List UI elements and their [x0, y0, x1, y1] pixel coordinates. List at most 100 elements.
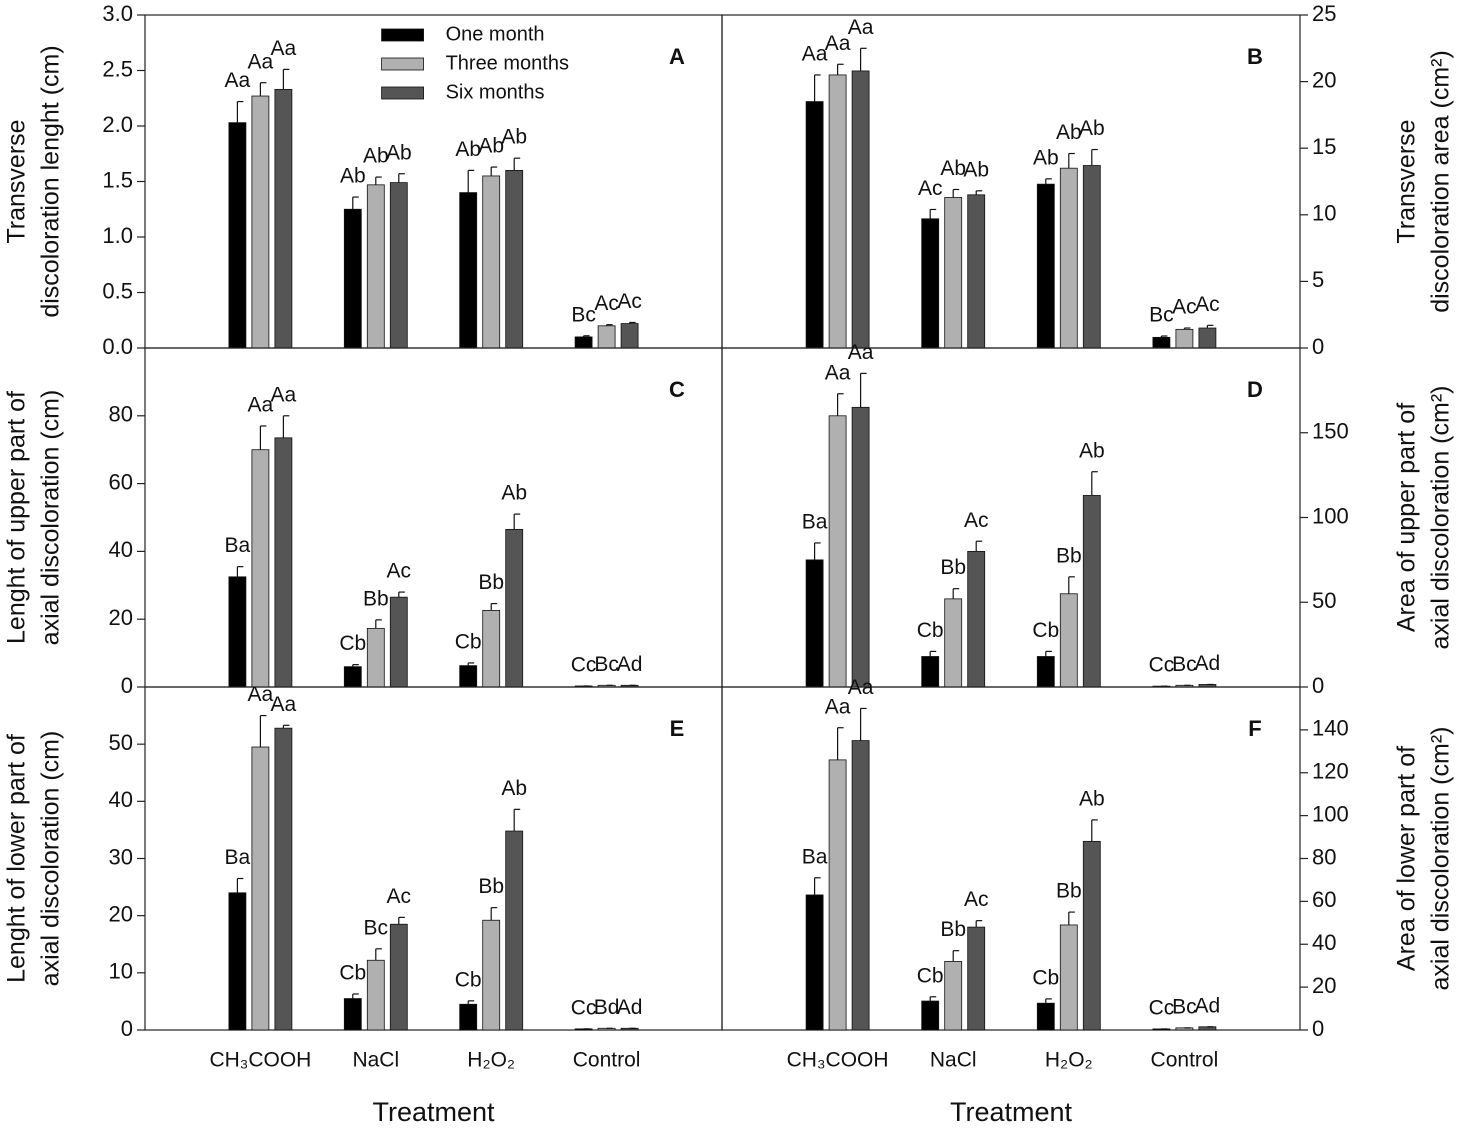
bar: [828, 759, 847, 1031]
significance-letter: Ab: [1056, 121, 1082, 144]
bar: [1059, 593, 1078, 688]
significance-letter: Aa: [225, 69, 251, 92]
y-tick-label: 15: [1312, 134, 1336, 159]
y-tick-label: 0.0: [102, 334, 133, 359]
bar: [459, 1003, 478, 1031]
significance-letter: Bc: [594, 653, 619, 676]
x-tick-label: Control: [1151, 1049, 1219, 1072]
y-tick-label: 0: [121, 1016, 133, 1041]
significance-letter: Cb: [917, 964, 944, 987]
bar: [389, 182, 408, 349]
bar: [274, 437, 293, 688]
y-axis-label: axial discoloration (cm²): [1427, 727, 1455, 991]
y-tick-label: 0: [1312, 1016, 1324, 1041]
panel-label: F: [1248, 716, 1261, 741]
significance-letter: Ad: [1195, 994, 1221, 1017]
significance-letter: Ab: [501, 126, 527, 149]
bar: [967, 194, 986, 349]
bar: [967, 551, 986, 688]
y-tick-label: 10: [1312, 201, 1336, 226]
panel-label: E: [670, 716, 685, 741]
y-tick-label: 140: [1312, 716, 1349, 741]
significance-letter: Cc: [1149, 996, 1175, 1019]
y-tick-label: 0: [1312, 334, 1324, 359]
bar: [343, 208, 362, 349]
bar: [343, 998, 362, 1031]
significance-letter: Ac: [594, 292, 619, 315]
bar: [851, 70, 870, 349]
y-tick-label: 50: [1312, 588, 1336, 613]
y-axis-label: Transverse: [1393, 119, 1421, 243]
bar: [1198, 327, 1217, 349]
significance-letter: Cc: [1149, 654, 1175, 677]
significance-letter: Cb: [1032, 619, 1059, 642]
y-tick-label: 80: [109, 402, 133, 427]
significance-letter: Bb: [1056, 880, 1082, 903]
significance-letter: Aa: [848, 341, 874, 364]
bar: [921, 1000, 940, 1031]
bar: [1036, 1002, 1055, 1031]
bar: [482, 919, 501, 1031]
y-tick-label: 30: [109, 844, 133, 869]
significance-letter: Ab: [1079, 439, 1105, 462]
y-tick-label: 20: [109, 605, 133, 630]
bar: [389, 923, 408, 1031]
y-tick-label: 120: [1312, 759, 1349, 784]
significance-letter: Aa: [248, 683, 274, 706]
bar: [459, 192, 478, 349]
significance-letter: Bb: [940, 556, 966, 579]
y-tick-label: 40: [109, 537, 133, 562]
significance-letter: Ab: [478, 135, 504, 158]
y-tick-label: 150: [1312, 419, 1349, 444]
y-tick-label: 80: [1312, 844, 1336, 869]
significance-letter: Aa: [271, 383, 297, 406]
y-tick-label: 2.0: [102, 112, 133, 137]
significance-letter: Ac: [964, 509, 989, 532]
bar: [505, 830, 524, 1031]
panel-label: D: [1247, 377, 1263, 402]
y-tick-label: 50: [109, 730, 133, 755]
significance-letter: Ab: [386, 141, 412, 164]
significance-letter: Ad: [617, 653, 643, 676]
y-axis-label: Area of upper part of: [1393, 403, 1421, 632]
significance-letter: Cb: [917, 619, 944, 642]
y-tick-label: 0.5: [102, 278, 133, 303]
x-axis-label: Treatment: [950, 1097, 1073, 1127]
significance-letter: Ad: [617, 996, 643, 1019]
bar: [1036, 656, 1055, 688]
significance-letter: Ad: [1195, 652, 1221, 675]
significance-letter: Ab: [1079, 787, 1105, 810]
bar: [389, 596, 408, 688]
panel-label: C: [669, 377, 685, 402]
y-tick-label: 100: [1312, 503, 1349, 528]
significance-letter: Ba: [225, 534, 251, 557]
significance-letter: Ac: [964, 888, 989, 911]
significance-letter: Bc: [571, 303, 596, 326]
significance-letter: Bc: [364, 916, 389, 939]
significance-letter: Cc: [571, 996, 597, 1019]
y-tick-label: 60: [1312, 887, 1336, 912]
significance-letter: Cb: [455, 968, 482, 991]
bar: [1082, 165, 1101, 349]
significance-letter: Ab: [940, 157, 966, 180]
significance-letter: Ac: [617, 290, 642, 313]
significance-letter: Aa: [248, 50, 274, 73]
y-axis-label: axial discoloration (cm²): [1427, 386, 1455, 650]
significance-letter: Aa: [271, 37, 297, 60]
bar: [851, 740, 870, 1031]
y-axis-label: axial discoloration (cm): [37, 731, 65, 987]
bar: [828, 74, 847, 349]
bar: [921, 218, 940, 349]
panel-label: B: [1247, 44, 1263, 69]
bar: [343, 666, 362, 688]
y-axis-label: Lenght of upper part of: [3, 391, 31, 644]
bar: [1152, 336, 1171, 349]
significance-letter: Bb: [940, 918, 966, 941]
x-tick-label: Control: [573, 1049, 641, 1072]
significance-letter: Aa: [271, 693, 297, 716]
significance-letter: Bb: [478, 875, 504, 898]
significance-letter: Bc: [1172, 995, 1197, 1018]
y-axis-label: Transverse: [3, 119, 31, 243]
bar: [1059, 924, 1078, 1031]
bar: [851, 406, 870, 688]
